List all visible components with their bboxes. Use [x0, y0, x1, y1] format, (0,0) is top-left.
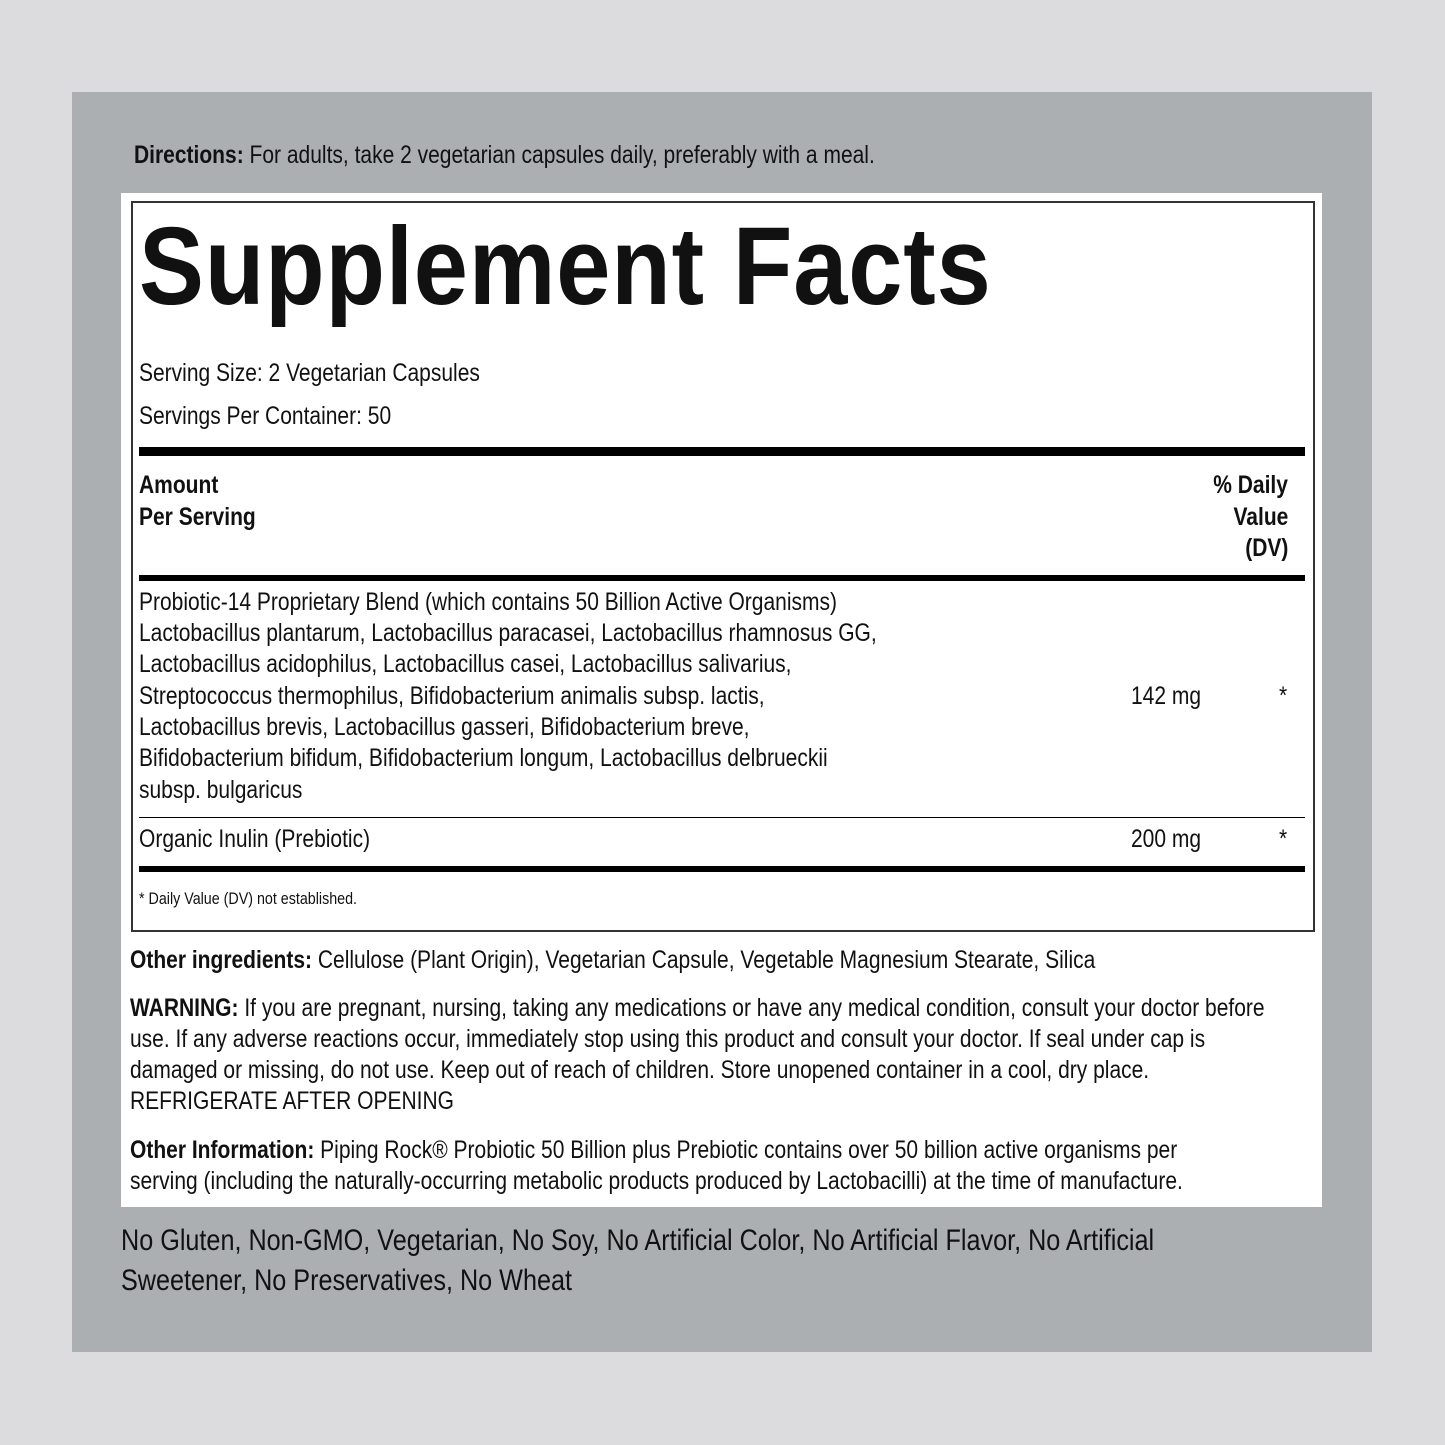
header-dv: Value	[1233, 503, 1288, 531]
other-ingredients-label: Other ingredients:	[130, 946, 313, 974]
claims-line: No Gluten, Non-GMO, Vegetarian, No Soy, …	[121, 1224, 1155, 1257]
thin-rule	[139, 817, 1305, 818]
servings-per-container: Servings Per Container: 50	[139, 402, 392, 430]
thick-rule	[139, 447, 1305, 456]
other-info-line: serving (including the naturally-occurri…	[130, 1167, 1183, 1195]
ingredient-dv: *	[1279, 682, 1288, 710]
ingredient-line: Streptococcus thermophilus, Bifidobacter…	[139, 682, 765, 710]
other-ingredients-text: Cellulose (Plant Origin), Vegetarian Cap…	[312, 946, 1096, 974]
directions-label: Directions:	[134, 141, 244, 169]
ingredient-dv: *	[1279, 825, 1288, 853]
footnote: * Daily Value (DV) not established.	[139, 889, 358, 908]
thick-rule	[139, 575, 1305, 581]
header-dv: (DV)	[1244, 534, 1288, 562]
thick-rule	[139, 866, 1305, 872]
serving-size: Serving Size: 2 Vegetarian Capsules	[139, 359, 480, 387]
ingredient-line: Probiotic-14 Proprietary Blend (which co…	[139, 588, 837, 616]
claims-line: Sweetener, No Preservatives, No Wheat	[121, 1264, 573, 1297]
facts-title: Supplement Facts	[139, 205, 992, 328]
ingredient-amount: 200 mg	[1131, 825, 1202, 853]
warning-label: WARNING:	[130, 994, 239, 1022]
ingredient-amount: 142 mg	[1131, 682, 1202, 710]
ingredient-line: Lactobacillus brevis, Lactobacillus gass…	[139, 713, 750, 741]
supplement-facts-box	[131, 201, 1315, 932]
ingredient-line: subsp. bulgaricus	[139, 776, 303, 804]
ingredient-line: Lactobacillus plantarum, Lactobacillus p…	[139, 619, 877, 647]
warning-line: REFRIGERATE AFTER OPENING	[130, 1087, 454, 1115]
other-ingredients: Other ingredients: Cellulose (Plant Orig…	[130, 948, 1095, 973]
warning-line: If you are pregnant, nursing, taking any…	[238, 994, 1265, 1022]
other-info-label: Other Information:	[130, 1136, 315, 1164]
warning-line: use. If any adverse reactions occur, imm…	[130, 1025, 1206, 1053]
label-white-area	[121, 193, 1322, 1207]
header-per-serving: Per Serving	[139, 503, 256, 531]
other-info-line: Piping Rock® Probiotic 50 Billion plus P…	[314, 1136, 1178, 1164]
header-dv: % Daily	[1213, 471, 1288, 499]
ingredient-line: Bifidobacterium bifidum, Bifidobacterium…	[139, 744, 828, 772]
warning-line: damaged or missing, do not use. Keep out…	[130, 1056, 1150, 1084]
directions: Directions: For adults, take 2 vegetaria…	[134, 143, 875, 168]
directions-text: For adults, take 2 vegetarian capsules d…	[243, 141, 875, 169]
ingredient-line: Organic Inulin (Prebiotic)	[139, 825, 371, 853]
ingredient-line: Lactobacillus acidophilus, Lactobacillus…	[139, 650, 792, 678]
header-amount: Amount	[139, 471, 219, 499]
